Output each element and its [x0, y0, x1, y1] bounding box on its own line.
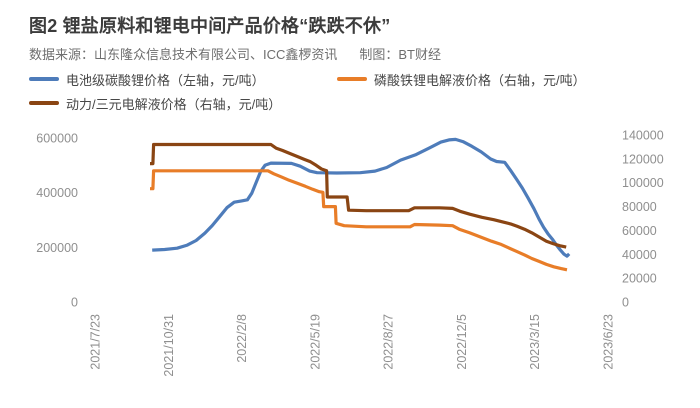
legend-swatch-orange-icon	[337, 77, 367, 81]
x-axis-tick-label: 2023/3/15	[528, 314, 542, 370]
right-axis-tick-label: 0	[622, 296, 629, 310]
right-axis-tick-label: 40000	[622, 248, 657, 262]
source-row: 数据来源：山东隆众信息技术有限公司、ICC鑫椤资讯 制图：BT财经	[29, 44, 441, 63]
legend-item-lithium-carbonate: 电池级碳酸锂价格（左轴，元/吨）	[29, 70, 265, 88]
right-axis-tick-label: 20000	[622, 272, 657, 286]
right-axis-tick-label: 100000	[622, 176, 664, 190]
legend: 电池级碳酸锂价格（左轴，元/吨） 磷酸铁锂电解液价格（右轴，元/吨） 动力/三元…	[0, 68, 700, 114]
left-axis-tick-label: 0	[71, 296, 78, 310]
legend-item-lfp-electrolyte: 磷酸铁锂电解液价格（右轴，元/吨）	[337, 70, 586, 88]
x-axis-tick-label: 2022/2/8	[235, 314, 249, 363]
right-axis-tick-label: 80000	[622, 200, 657, 214]
legend-swatch-brown-icon	[29, 101, 59, 105]
left-axis-tick-label: 200000	[36, 241, 78, 255]
battery-lithium-carbonate-line	[152, 137, 571, 258]
ternary-electrolyte-line	[150, 142, 567, 249]
x-axis-tick-label: 2022/12/5	[455, 314, 469, 370]
x-axis-tick-label: 2022/5/19	[308, 314, 322, 370]
data-source-text: 数据来源：山东隆众信息技术有限公司、ICC鑫椤资讯	[29, 47, 338, 62]
legend-label: 动力/三元电解液价格（右轴，元/吨）	[66, 96, 282, 112]
x-axis-tick-label: 2021/7/23	[89, 314, 103, 370]
chart-credit-text: 制图：BT财经	[359, 47, 442, 62]
right-axis-tick-label: 60000	[622, 224, 657, 238]
left-axis-tick-label: 600000	[36, 132, 78, 146]
legend-label: 电池级碳酸锂价格（左轴，元/吨）	[66, 72, 265, 88]
legend-item-ternary-electrolyte: 动力/三元电解液价格（右轴，元/吨）	[29, 94, 281, 112]
x-axis-tick-label: 2022/8/27	[382, 314, 396, 370]
x-axis-tick-label: 2023/6/23	[602, 314, 616, 370]
right-axis-tick-label: 120000	[622, 152, 664, 166]
lfp-electrolyte-line	[150, 169, 568, 272]
legend-swatch-blue-icon	[29, 77, 59, 81]
page-title: 图2 锂盐原料和锂电中间产品价格“跌跌不休”	[29, 16, 391, 36]
right-axis-tick-label: 140000	[622, 129, 664, 143]
legend-label: 磷酸铁锂电解液价格（右轴，元/吨）	[374, 72, 586, 88]
x-axis-tick-label: 2021/10/31	[162, 314, 176, 377]
left-axis-tick-label: 400000	[36, 186, 78, 200]
